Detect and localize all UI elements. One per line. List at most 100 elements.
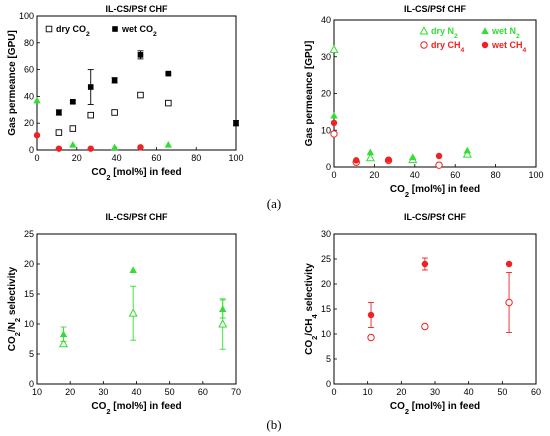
x-tick-label: 70 <box>231 387 241 397</box>
x-axis-label: CO2 [mol%] in feed <box>390 184 480 199</box>
data-point <box>165 70 172 77</box>
legend-label: dry CO2 <box>56 24 90 38</box>
x-tick-label: 0 <box>331 170 336 180</box>
x-tick-label: 40 <box>131 387 141 397</box>
y-tick-label: 40 <box>321 15 331 25</box>
y-tick-label: 15 <box>24 289 34 299</box>
data-point <box>365 153 375 162</box>
data-point <box>367 333 375 342</box>
series-4 <box>330 119 443 164</box>
caption-a: (a) <box>267 196 281 211</box>
x-axis-label: CO2 [mol%] in feed <box>91 401 181 416</box>
x-tick-label: 20 <box>396 387 406 397</box>
y-axis-label: Gas permeance [GPU] <box>7 30 18 136</box>
data-point <box>233 120 239 126</box>
plot-frame <box>36 233 237 385</box>
data-point <box>421 260 429 268</box>
legend-marker <box>419 26 429 35</box>
chart-3: IL-CS/PSf CHF 10 20 30 40 50 60 70 0 5 10 15 20 25 CO2… <box>7 212 241 416</box>
data-point <box>330 130 338 138</box>
data-point <box>330 111 338 119</box>
series-4 <box>33 132 144 152</box>
chart-title: IL-CS/PSf CHF <box>404 212 467 222</box>
y-tick-label: 0 <box>29 379 34 389</box>
data-point <box>385 156 392 163</box>
x-axis-label: CO2 [mol%] in feed <box>390 401 480 416</box>
x-tick-label: 100 <box>228 153 243 163</box>
y-tick-label: 30 <box>321 52 331 62</box>
series-2 <box>55 50 239 127</box>
legend-entry: dry CO2 <box>45 24 90 38</box>
data-point <box>110 143 119 151</box>
y-tick-label: 80 <box>24 38 34 48</box>
data-point <box>505 260 513 268</box>
y-axis-label: Gas permeance [GPU] <box>304 41 315 147</box>
x-tick-label: 60 <box>450 170 460 180</box>
data-point <box>58 339 69 348</box>
data-point <box>435 161 443 169</box>
data-point <box>330 119 338 127</box>
series-2 <box>59 266 227 342</box>
x-tick-label: 60 <box>198 387 208 397</box>
legend-marker <box>45 25 53 33</box>
x-tick-label: 0 <box>34 153 39 163</box>
legend-marker <box>112 26 118 32</box>
legend-label: wet CO2 <box>121 24 157 38</box>
data-point <box>435 152 443 160</box>
legend-entry: wet CO2 <box>112 24 157 38</box>
y-tick-label: 10 <box>321 125 331 135</box>
data-point <box>70 98 76 105</box>
series-1 <box>58 285 228 350</box>
y-tick-label: 20 <box>24 118 34 128</box>
data-point <box>462 149 472 158</box>
series-1 <box>329 44 472 164</box>
plot-frame <box>333 233 537 385</box>
data-point <box>129 266 137 273</box>
legend-marker <box>481 27 489 34</box>
data-point <box>33 132 41 139</box>
data-point <box>55 129 63 136</box>
series-1 <box>367 272 513 342</box>
x-tick-label: 40 <box>464 387 474 397</box>
legend-marker <box>481 41 489 49</box>
data-point <box>219 305 227 312</box>
y-tick-label: 5 <box>29 349 34 359</box>
y-tick-label: 10 <box>24 319 34 329</box>
x-tick-label: 30 <box>430 387 440 397</box>
data-point <box>218 319 228 328</box>
x-tick-label: 50 <box>497 387 507 397</box>
y-axis-label: CO2/CH4 selectivity <box>304 263 319 355</box>
y-tick-label: 10 <box>321 329 331 339</box>
y-tick-label: 60 <box>24 65 34 75</box>
chart-2: IL-CS/PSf CHF 0 20 40 60 80 100 0 10 20 30 40 CO2 [m… <box>304 4 544 199</box>
series-1 <box>55 91 172 136</box>
data-point <box>87 111 94 119</box>
y-tick-label: 100 <box>19 11 34 21</box>
x-tick-label: 10 <box>363 387 373 397</box>
plot-frame <box>36 15 237 151</box>
x-tick-label: 40 <box>112 153 122 163</box>
data-point <box>69 140 77 148</box>
x-tick-label: 60 <box>151 153 161 163</box>
y-tick-label: 25 <box>24 229 34 239</box>
data-point <box>55 145 63 152</box>
legend-label: wet N2 <box>491 26 520 40</box>
x-tick-label: 100 <box>528 170 543 180</box>
chart-4: IL-CS/PSf CHF 0 10 20 30 40 50 60 0 5 10 15 20 25 30 CO… <box>304 212 541 416</box>
y-tick-label: 40 <box>24 91 34 101</box>
y-tick-label: 15 <box>321 304 331 314</box>
y-tick-label: 0 <box>326 379 331 389</box>
x-tick-label: 0 <box>331 387 336 397</box>
x-tick-label: 40 <box>410 170 420 180</box>
data-point <box>409 153 417 161</box>
data-point <box>69 125 77 132</box>
caption-b: (b) <box>266 417 281 432</box>
legend-entry: wet CH4 <box>481 40 527 54</box>
y-tick-label: 0 <box>326 162 331 172</box>
x-tick-label: 80 <box>191 153 201 163</box>
data-point <box>128 308 138 317</box>
legend-entry: dry N2 <box>419 26 458 40</box>
x-tick-label: 60 <box>531 387 541 397</box>
data-point <box>111 77 118 84</box>
legend-marker <box>420 41 428 49</box>
